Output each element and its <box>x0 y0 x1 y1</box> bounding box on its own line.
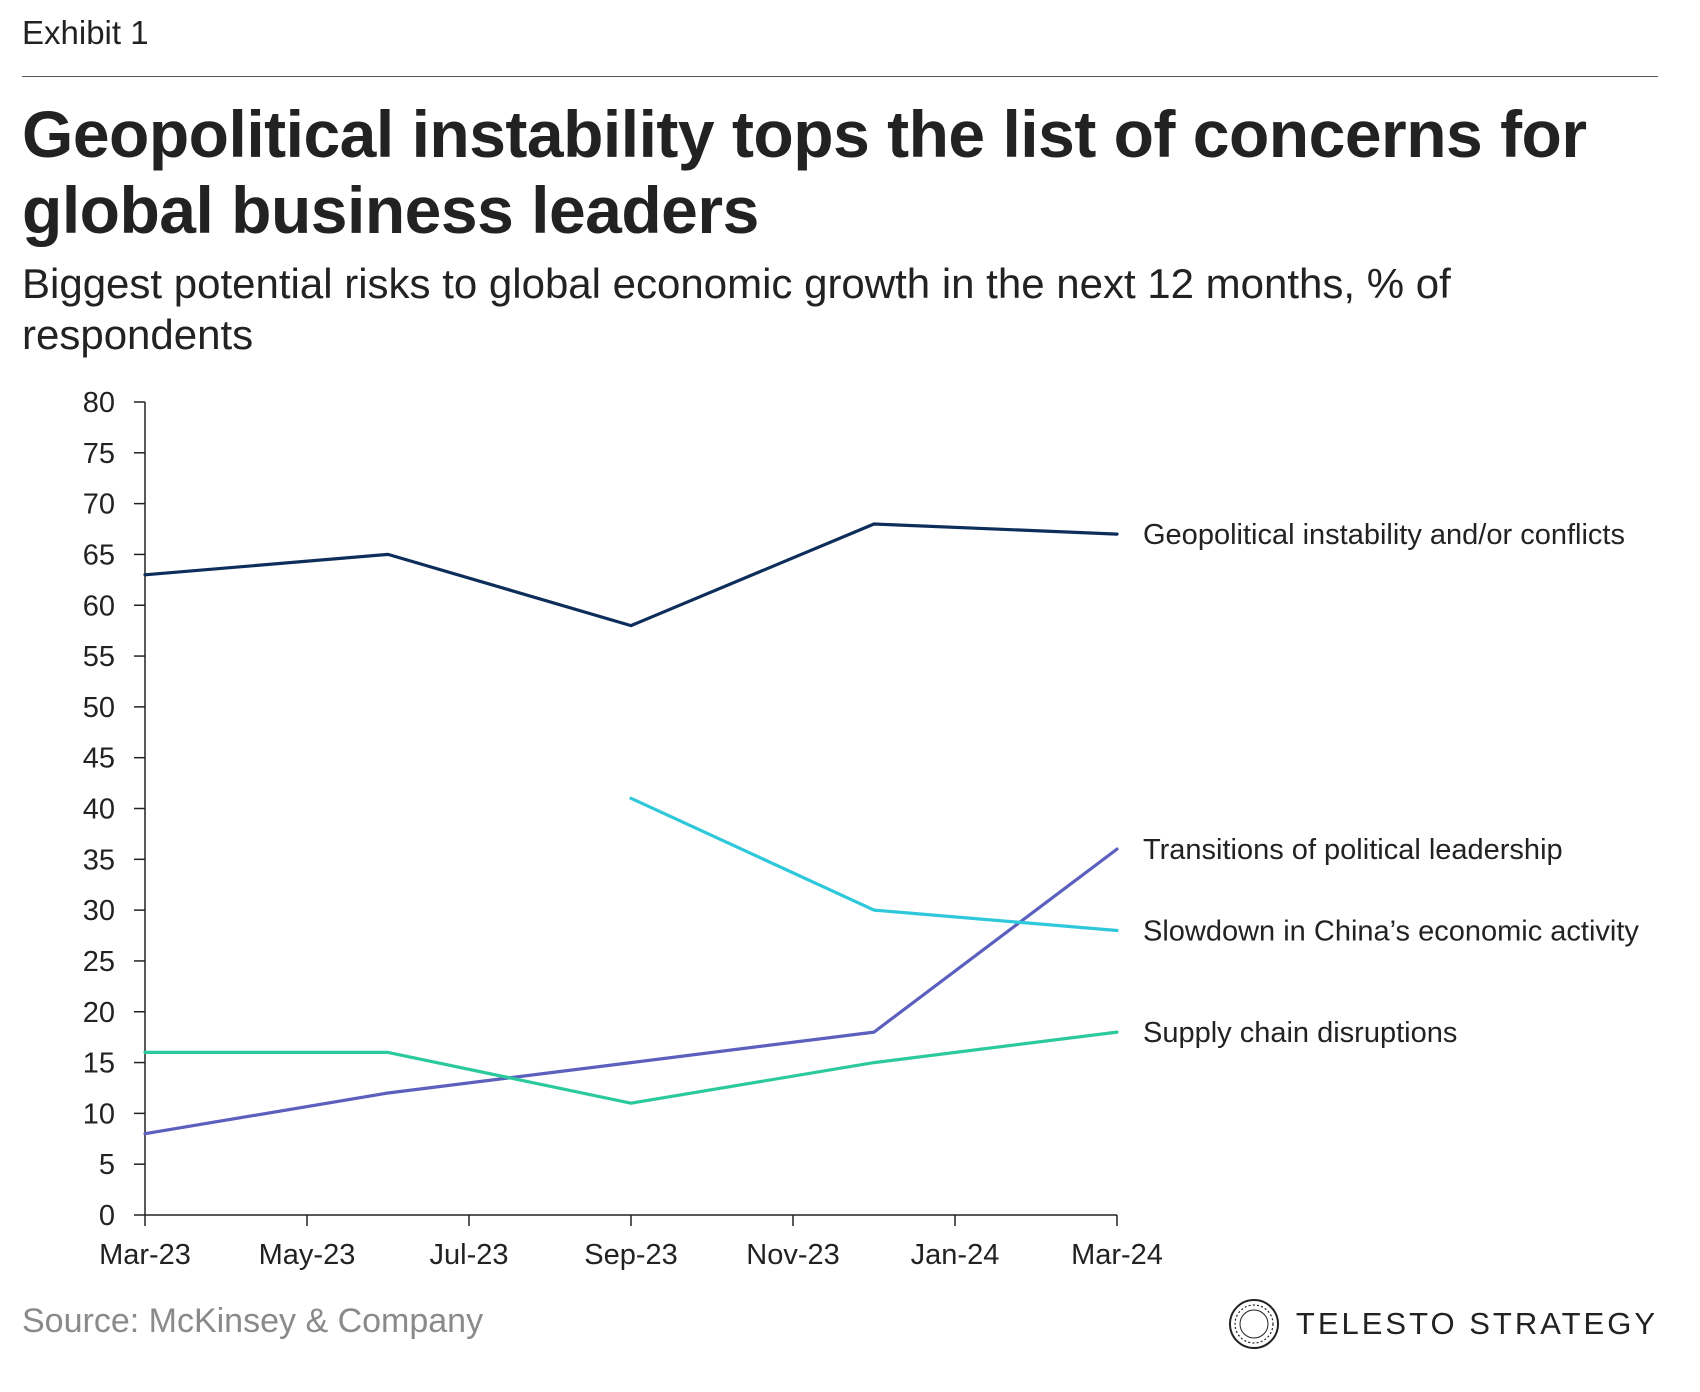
y-tick-label: 0 <box>99 1200 115 1232</box>
y-tick-label: 75 <box>83 438 115 470</box>
series-labels: Geopolitical instability and/or conflict… <box>1143 519 1639 1049</box>
y-tick-label: 5 <box>99 1149 115 1181</box>
x-tick-label: May-23 <box>259 1239 356 1271</box>
series-label-3: Slowdown in China’s economic activity <box>1143 915 1639 947</box>
series-label-2: Transitions of political leadership <box>1143 834 1563 866</box>
series-line-2 <box>143 847 1119 1136</box>
x-tick-label: Jan-24 <box>911 1239 1000 1271</box>
chart-title: Geopolitical instability tops the list o… <box>22 97 1587 247</box>
x-tick-label: Mar-23 <box>99 1239 191 1271</box>
series-label-4: Supply chain disruptions <box>1143 1017 1457 1049</box>
y-tick-label: 80 <box>83 387 115 419</box>
x-tick-label: Sep-23 <box>584 1239 678 1271</box>
series-lines <box>143 522 1119 1136</box>
y-tick-label: 30 <box>83 895 115 927</box>
x-tick-label: Mar-24 <box>1071 1239 1163 1271</box>
y-tick-label: 45 <box>83 743 115 775</box>
x-axis: Mar-23 May-23 Jul-23 Sep-23 Nov-23 Jan-24 Mar-… <box>99 1214 1163 1271</box>
exhibit-label: Exhibit 1 <box>22 14 149 51</box>
x-tick-label: Jul-23 <box>430 1239 509 1271</box>
y-tick-label: 65 <box>83 539 115 571</box>
brand-name: TELESTO STRATEGY <box>1295 1306 1658 1341</box>
y-tick-label: 15 <box>83 1048 115 1080</box>
y-tick-label: 50 <box>83 692 115 724</box>
y-tick-label: 35 <box>83 844 115 876</box>
series-line-3 <box>629 796 1119 933</box>
chart-subtitle: Biggest potential risks to global econom… <box>22 260 1451 358</box>
circular-seal-icon <box>1228 1299 1279 1349</box>
y-axis: 0 5 10 15 20 25 30 35 40 45 50 55 60 65 70 75 80 <box>83 387 146 1232</box>
y-tick-label: 10 <box>83 1098 115 1130</box>
x-tick-label: Nov-23 <box>746 1239 840 1271</box>
y-tick-label: 25 <box>83 946 115 978</box>
y-tick-label: 20 <box>83 997 115 1029</box>
y-tick-label: 40 <box>83 794 115 826</box>
y-tick-label: 60 <box>83 590 115 622</box>
top-divider <box>22 76 1658 77</box>
source-note: Source: McKinsey & Company <box>22 1302 484 1340</box>
y-tick-label: 70 <box>83 489 115 521</box>
series-line-1 <box>143 522 1119 628</box>
y-tick-label: 55 <box>83 641 115 673</box>
brand: TELESTO STRATEGY <box>1228 1298 1658 1350</box>
series-label-1: Geopolitical instability and/or conflict… <box>1143 519 1625 551</box>
series-line-4 <box>143 1030 1119 1105</box>
